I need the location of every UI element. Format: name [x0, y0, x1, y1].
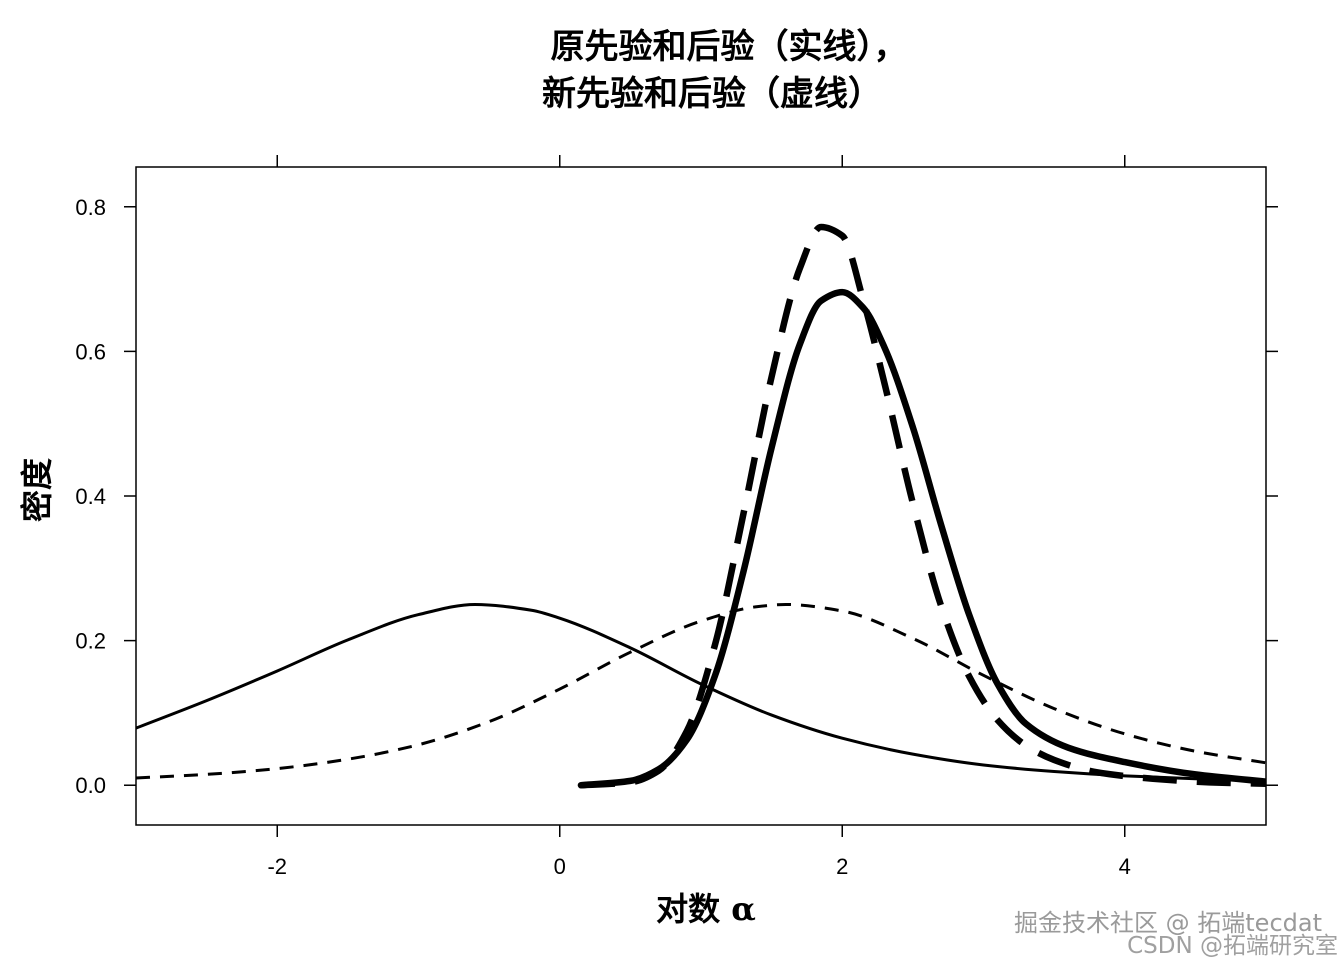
watermark-juejin: 掘金技术社区 @ 拓端tecdat — [1014, 909, 1322, 937]
series-line-solid-thin — [136, 602, 1266, 783]
x-tick-label: -2 — [267, 854, 287, 879]
chart-title: 原先验和后验（实线）， 新先验和后验（虚线） — [542, 27, 908, 114]
y-tick-label: 0.4 — [75, 484, 106, 509]
series-line-dashed-thin — [136, 602, 1266, 780]
chart-title-line-1: 原先验和后验（实线）， — [551, 27, 908, 67]
y-axis-label: 密度 — [18, 458, 56, 522]
y-tick-label: 0.8 — [75, 195, 106, 220]
series-line-solid-thick — [577, 288, 1266, 789]
x-tick-label: 4 — [1119, 854, 1131, 879]
watermark-csdn: CSDN @拓端研究室 — [1127, 933, 1338, 959]
x-tick-label: 0 — [554, 854, 566, 879]
series-group — [136, 223, 1266, 789]
series-line-dashed-thick — [580, 223, 1266, 789]
y-tick-label: 0.6 — [75, 339, 106, 364]
axis-ticks: -2 0 2 4 0.0 0.2 0.4 0.6 0.8 — [75, 155, 1278, 879]
y-tick-label: 0.2 — [75, 629, 106, 654]
chart-title-line-2: 新先验和后验（虚线） — [542, 74, 882, 114]
x-tick-label: 2 — [836, 854, 848, 879]
y-tick-label: 0.0 — [75, 773, 106, 798]
x-axis-label: 对数 α — [656, 890, 756, 928]
